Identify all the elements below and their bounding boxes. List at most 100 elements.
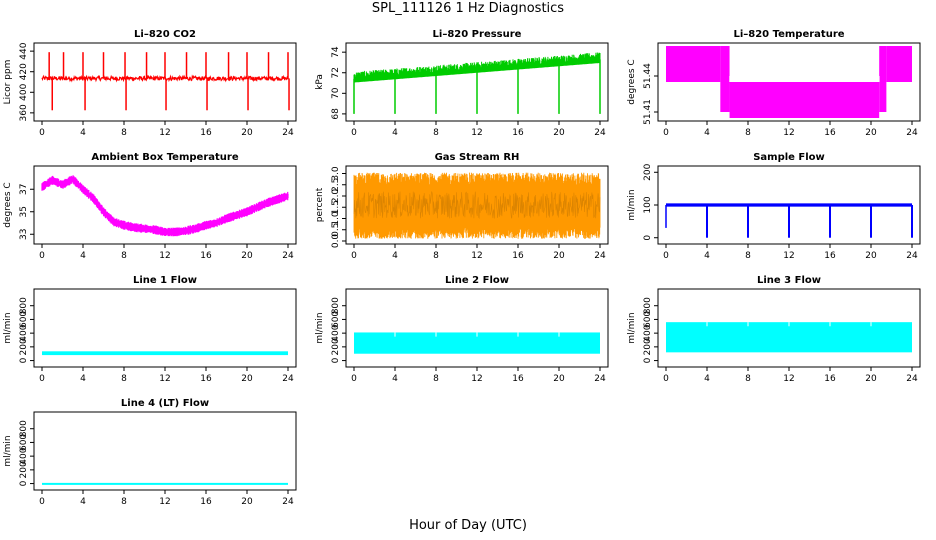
x-tick-label: 24 — [282, 251, 294, 261]
x-tick-label: 4 — [392, 374, 398, 384]
x-tick-label: 24 — [282, 374, 294, 384]
x-tick-label: 0 — [351, 128, 357, 138]
y-tick-label: 200 — [331, 338, 341, 355]
x-tick-label: 12 — [783, 251, 794, 261]
y-tick-label: 200 — [19, 461, 29, 478]
x-tick-label: 12 — [159, 497, 170, 507]
series-segment — [886, 46, 912, 82]
x-tick-label: 20 — [865, 251, 877, 261]
x-tick-label: 4 — [80, 251, 86, 261]
x-tick-label: 12 — [783, 374, 794, 384]
x-tick-label: 16 — [200, 251, 212, 261]
x-tick-label: 20 — [241, 251, 253, 261]
x-tick-label: 8 — [433, 251, 439, 261]
y-tick-label: 800 — [19, 297, 29, 314]
y-axis-label: ml/min — [3, 435, 13, 466]
figure-title: SPL_111126 1 Hz Diagnostics — [371, 1, 565, 16]
x-tick-label: 4 — [704, 251, 710, 261]
x-tick-label: 0 — [663, 374, 669, 384]
y-tick-label: 400 — [19, 324, 29, 341]
x-tick-label: 0 — [351, 251, 357, 261]
series-segment — [729, 82, 880, 118]
y-axis-label: ml/min — [315, 312, 325, 343]
y-tick-label: 2.5 — [331, 178, 341, 192]
x-tick-label: 8 — [121, 128, 127, 138]
x-tick-label: 20 — [241, 374, 253, 384]
chart-title: Ambient Box Temperature — [91, 152, 238, 163]
x-tick-label: 24 — [594, 374, 606, 384]
y-axis-label: degrees C — [3, 182, 13, 227]
y-tick-label: 420 — [19, 63, 29, 80]
y-tick-label: 400 — [643, 324, 653, 341]
x-tick-label: 0 — [39, 128, 45, 138]
y-tick-label: 51.44 — [643, 63, 653, 89]
y-tick-label: 3.0 — [331, 166, 341, 181]
x-tick-label: 20 — [553, 251, 565, 261]
series-line — [353, 191, 601, 220]
chart-panel-1: Li–820 Pressure kPa 0 4 8 12 16 20 24 68 70 72 74 — [315, 29, 609, 138]
chart-panel-7: Line 2 Flow ml/min 0 4 8 12 16 20 24 0 20040060080… — [315, 275, 609, 384]
x-tick-label: 16 — [512, 128, 524, 138]
x-tick-label: 8 — [745, 251, 751, 261]
x-tick-label: 20 — [553, 128, 565, 138]
x-tick-label: 8 — [433, 374, 439, 384]
x-tick-label: 16 — [200, 497, 212, 507]
x-tick-label: 12 — [159, 374, 170, 384]
plot-frame — [345, 288, 609, 368]
x-tick-label: 4 — [80, 497, 86, 507]
y-axis-label: kPa — [315, 74, 325, 90]
x-tick-label: 4 — [80, 374, 86, 384]
chart-title: Gas Stream RH — [435, 152, 520, 163]
chart-panel-5: Sample Flow ml/min 0 4 8 12 16 20 24 0 100 200 — [627, 152, 921, 261]
x-tick-label: 20 — [865, 128, 877, 138]
y-tick-label: 800 — [19, 420, 29, 437]
x-tick-label: 12 — [471, 128, 482, 138]
x-tick-label: 8 — [121, 497, 127, 507]
y-axis-label: Licor ppm — [3, 60, 13, 105]
y-tick-label: 0 — [331, 357, 341, 363]
x-tick-label: 8 — [121, 374, 127, 384]
y-tick-label: 200 — [643, 163, 653, 180]
y-tick-label: 200 — [643, 338, 653, 355]
x-tick-label: 16 — [512, 374, 524, 384]
y-tick-label: 35 — [19, 206, 29, 217]
y-tick-label: 600 — [19, 434, 29, 451]
x-tick-label: 24 — [594, 251, 606, 261]
y-tick-label: 74 — [331, 46, 341, 58]
chart-panel-8: Line 3 Flow ml/min 0 4 8 12 16 20 24 0 20040060080… — [627, 275, 921, 384]
series-segment — [879, 46, 887, 112]
y-tick-label: 0 — [19, 357, 29, 363]
y-tick-label: 0 — [19, 480, 29, 486]
plot-frame — [33, 288, 297, 368]
y-tick-label: 70 — [331, 87, 341, 99]
plot-frame — [33, 411, 297, 491]
y-axis-label: degrees C — [627, 59, 637, 104]
x-axis-label: Hour of Day (UTC) — [409, 518, 527, 533]
y-tick-label: 800 — [331, 297, 341, 314]
y-tick-label: 400 — [19, 83, 29, 100]
y-tick-label: 440 — [19, 42, 29, 59]
series-segment — [720, 46, 730, 112]
x-tick-label: 24 — [906, 128, 918, 138]
chart-title: Sample Flow — [753, 152, 825, 163]
x-tick-label: 12 — [159, 128, 170, 138]
x-tick-label: 16 — [512, 251, 524, 261]
x-tick-label: 0 — [39, 497, 45, 507]
y-tick-label: 200 — [19, 338, 29, 355]
chart-title: Line 1 Flow — [133, 275, 197, 286]
y-tick-label: 72 — [331, 67, 341, 78]
x-tick-label: 20 — [241, 128, 253, 138]
chart-title: Line 2 Flow — [445, 275, 509, 286]
x-tick-label: 12 — [783, 128, 794, 138]
chart-panel-6: Line 1 Flow ml/min 0 4 8 12 16 20 24 0 20040060080… — [3, 275, 297, 384]
x-tick-label: 16 — [200, 128, 212, 138]
series-band — [666, 322, 912, 353]
y-axis-label: percent — [315, 187, 325, 222]
x-tick-label: 24 — [282, 128, 294, 138]
series-band — [42, 482, 288, 485]
chart-title: Line 3 Flow — [757, 275, 821, 286]
chart-title: Line 4 (LT) Flow — [121, 398, 209, 409]
chart-panel-3: Ambient Box Temperature degrees C 0 4 8 12 16 2… — [3, 152, 297, 261]
x-tick-label: 0 — [39, 374, 45, 384]
